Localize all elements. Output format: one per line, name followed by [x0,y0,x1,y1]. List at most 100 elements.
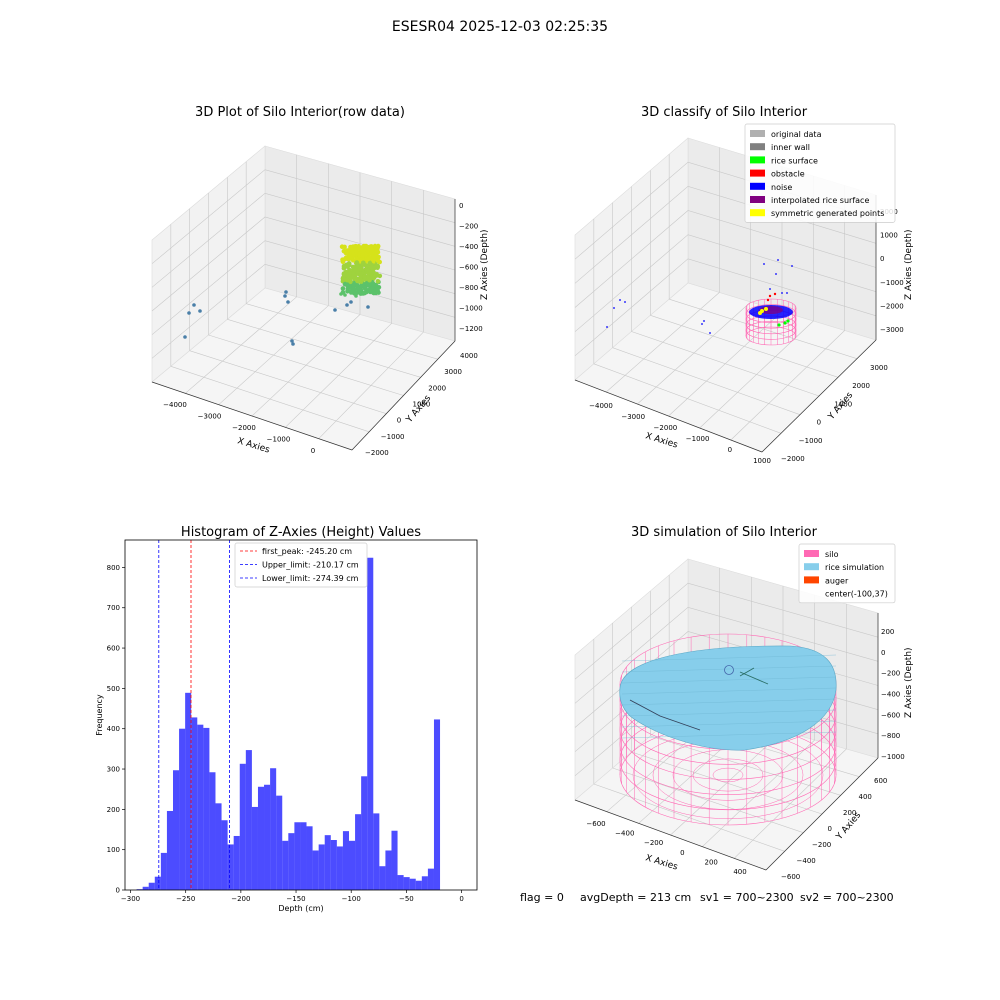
y-tick-label: −400 [797,857,816,865]
histogram-bar [142,886,149,890]
noise-point [606,326,608,328]
auger-arm [739,671,769,685]
legend-label: noise [771,183,792,192]
panel4-x-ticks: −600 −400 −200 0 200 400 [586,820,746,876]
histogram-bar [355,814,362,890]
noise-point [701,323,703,325]
noise-point [619,299,621,301]
panel1-x-ticks: −4000 −3000 −2000 −1000 0 [163,401,315,455]
histogram-bar [264,784,271,890]
panel2-title: 3D classify of Silo Interior [641,105,808,120]
x-tick-label: −200 [644,839,663,847]
legend-swatch [804,563,819,571]
status-avg-depth: avgDepth = 213 cm [580,891,691,904]
histogram-bar [342,831,349,890]
data-point [347,271,352,277]
x-axis-line [574,379,763,453]
histogram-bar [433,719,441,890]
histogram-x-label: Depth (cm) [278,904,323,913]
noise-point [777,259,779,261]
z-tick-label: −400 [459,243,478,251]
data-point [357,246,362,252]
histogram-bar [349,840,356,890]
data-point [345,303,349,307]
histogram-bar [294,822,301,890]
x-tick-label: −400 [615,830,634,838]
data-point [375,287,380,293]
histogram-bar [367,557,374,890]
silo-floor-ring [692,758,764,792]
x-tick-label: −2000 [232,424,256,432]
y-tick-label: −2000 [781,455,805,463]
histogram-bar [197,724,204,890]
data-point [348,246,354,252]
y-tick-label: 500 [107,685,120,693]
histogram-bar [361,776,368,890]
data-point [368,264,374,270]
panel1-z-label: Z Axies (Depth) [480,229,490,300]
histogram-bar [173,770,180,890]
histogram-y-ticks: 0 100 200 300 400 500 600 700 800 [107,564,125,895]
data-point [357,287,363,292]
y-tick-label: 2000 [852,382,870,390]
obstacle-point [773,292,777,296]
y-tick-label: 0 [397,417,401,425]
rice-mesh-line [621,654,837,662]
data-point [333,308,337,312]
histogram-bar [282,840,289,890]
z-tick-label: −2000 [880,302,904,310]
histogram-bar [251,806,258,890]
x-axis-line [151,381,353,451]
histogram-bar [227,844,234,890]
y-tick-label: 2000 [428,384,446,392]
panel4-x-label: X Axies [644,853,679,872]
x-tick-label: −1000 [267,436,291,444]
histogram-bar [318,844,325,890]
z-tick-label: −1200 [459,325,483,333]
panel4-z-label: Z Axies (Depth) [904,647,914,718]
panel2-silo-wireframe [745,298,797,346]
rice-surface-point [786,319,790,323]
panel4-z-ticks: 200 0 −200 −400 −600 −800 −1000 [881,628,905,761]
data-point [343,293,347,297]
data-point [283,294,287,298]
histogram-bar [160,852,167,890]
x-axis-line [574,799,767,871]
x-tick-label: −4000 [163,401,187,409]
x-tick-label: −4000 [589,402,613,410]
data-point [343,255,349,260]
rice-surface [619,645,837,751]
histogram-bar [336,846,343,890]
y-axis-line [351,340,456,451]
y-tick-label: 3000 [444,368,462,376]
x-tick-label: −1000 [686,435,710,443]
z-tick-label: −400 [881,691,900,699]
z-tick-label: 0 [880,255,884,263]
x-tick-label: −100 [342,895,361,903]
data-point [198,309,202,313]
legend-swatch [750,196,765,203]
panel4-title: 3D simulation of Silo Interior [631,525,818,540]
z-tick-label: −3000 [880,326,904,334]
histogram-bar [373,813,380,890]
data-point [346,261,352,266]
histogram-bar [415,880,422,890]
panel2-legend: original data inner wall rice surface obsta… [744,123,896,223]
x-tick-label: −200 [231,895,250,903]
noise-point [791,265,793,267]
z-tick-label: 0 [881,649,885,657]
y-tick-label: 600 [874,777,887,785]
legend-label: Upper_limit: -210.17 cm [262,561,359,570]
panel2-z-ticks: 200010000−1000−2000−3000 [880,208,904,334]
z-tick-label: −1000 [880,279,904,287]
panel4-rice-surface [619,645,837,751]
x-tick-label: −150 [286,895,305,903]
y-tick-label: −2000 [365,449,389,457]
y-tick-label: 800 [107,564,120,572]
legend-label: obstacle [771,170,805,179]
data-point [366,271,371,276]
legend-label: first_peak: -245.20 cm [262,547,352,556]
panel2-z-label: Z Axies (Depth) [904,229,914,300]
y-tick-label: 4000 [460,352,478,360]
data-point [361,260,366,266]
